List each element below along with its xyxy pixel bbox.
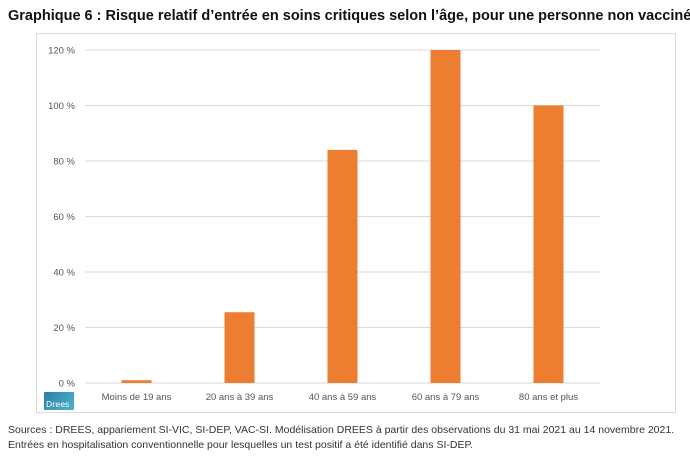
x-tick-label: 40 ans à 59 ans xyxy=(309,392,377,403)
bar xyxy=(121,380,152,383)
chart-notes: Sources : DREES, appariement SI-VIC, SI-… xyxy=(8,423,674,453)
x-tick-label: 60 ans à 79 ans xyxy=(412,392,480,403)
y-tick-label: 40 % xyxy=(53,268,75,279)
definition-note: Entrées en hospitalisation conventionnel… xyxy=(8,439,474,451)
y-tick-label: 20 % xyxy=(53,323,75,334)
y-tick-label: 60 % xyxy=(53,212,75,223)
logo-text: Drees xyxy=(46,400,70,409)
drees-logo: Drees xyxy=(44,392,74,410)
y-tick-label: 80 % xyxy=(53,157,75,168)
bar xyxy=(430,50,461,383)
x-tick-label: 80 ans et plus xyxy=(519,392,578,403)
y-tick-label: 0 % xyxy=(59,379,76,390)
bar xyxy=(533,105,564,383)
y-tick-label: 100 % xyxy=(48,101,75,112)
sources-note: Sources : DREES, appariement SI-VIC, SI-… xyxy=(8,424,675,436)
chart-title: Graphique 6 : Risque relatif d’entrée en… xyxy=(8,8,690,24)
bar xyxy=(327,149,358,383)
x-tick-label: Moins de 19 ans xyxy=(102,392,172,403)
y-tick-label: 120 % xyxy=(48,46,75,57)
bar xyxy=(224,312,255,383)
x-tick-label: 20 ans à 39 ans xyxy=(206,392,274,403)
